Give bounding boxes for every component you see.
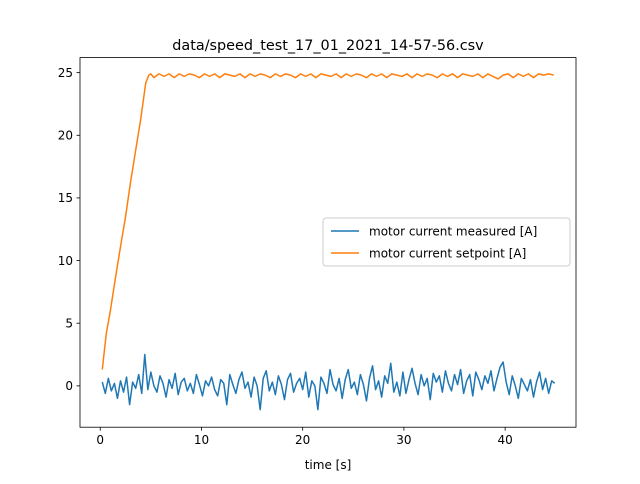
x-tick-label: 40 — [498, 433, 513, 447]
x-tick-label: 30 — [396, 433, 411, 447]
legend: motor current measured [A] motor current… — [322, 217, 571, 267]
axes-frame — [79, 57, 577, 428]
y-tick-label: 15 — [58, 191, 73, 205]
y-tick-label: 10 — [58, 254, 73, 268]
y-tick-label: 20 — [58, 129, 73, 143]
legend-label-measured: motor current measured [A] — [369, 225, 537, 239]
y-tick-label: 0 — [65, 379, 73, 393]
y-tick-label: 5 — [65, 317, 73, 331]
y-axis: 0 5 10 15 20 25 — [58, 66, 80, 393]
plot-area — [101, 73, 556, 411]
x-axis: 0 10 20 30 40 — [96, 427, 513, 447]
y-tick-label: 25 — [58, 66, 73, 80]
x-tick-label: 10 — [194, 433, 209, 447]
series-line-0 — [101, 353, 556, 411]
legend-box — [322, 217, 571, 267]
series-line-1 — [101, 73, 554, 370]
chart-title: data/speed_test_17_01_2021_14-57-56.csv — [172, 38, 484, 54]
legend-label-setpoint: motor current setpoint [A] — [369, 247, 526, 261]
x-axis-label: time [s] — [305, 458, 352, 472]
x-tick-label: 0 — [96, 433, 104, 447]
x-tick-label: 20 — [295, 433, 310, 447]
